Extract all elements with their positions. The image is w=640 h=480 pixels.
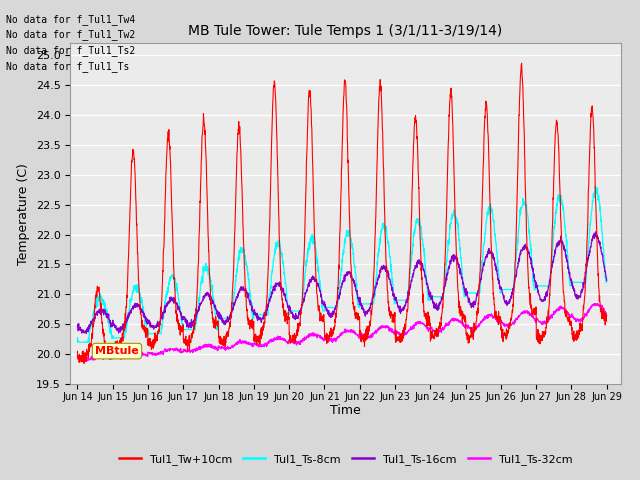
Legend: Tul1_Tw+10cm, Tul1_Ts-8cm, Tul1_Ts-16cm, Tul1_Ts-32cm: Tul1_Tw+10cm, Tul1_Ts-8cm, Tul1_Ts-16cm,… bbox=[115, 450, 577, 469]
Text: No data for f_Tul1_Tw4: No data for f_Tul1_Tw4 bbox=[6, 13, 136, 24]
Text: No data for f_Tul1_Ts2: No data for f_Tul1_Ts2 bbox=[6, 45, 136, 56]
X-axis label: Time: Time bbox=[330, 405, 361, 418]
Title: MB Tule Tower: Tule Temps 1 (3/1/11-3/19/14): MB Tule Tower: Tule Temps 1 (3/1/11-3/19… bbox=[188, 24, 503, 38]
Text: No data for f_Tul1_Ts: No data for f_Tul1_Ts bbox=[6, 61, 130, 72]
Text: MBtule: MBtule bbox=[95, 346, 139, 356]
Y-axis label: Temperature (C): Temperature (C) bbox=[17, 163, 30, 264]
Text: No data for f_Tul1_Tw2: No data for f_Tul1_Tw2 bbox=[6, 29, 136, 40]
